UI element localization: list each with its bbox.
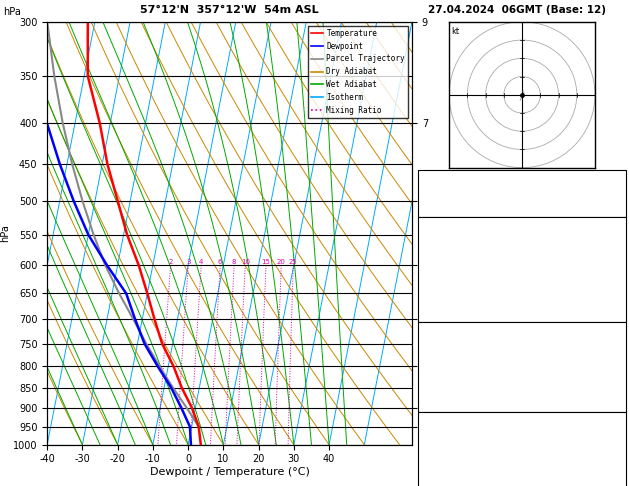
Text: CIN (J): CIN (J) — [421, 309, 449, 317]
Text: 9: 9 — [618, 174, 623, 183]
Text: 10: 10 — [241, 260, 250, 265]
Text: θᴇ(K): θᴇ(K) — [421, 265, 443, 274]
Text: Lifted Index: Lifted Index — [421, 370, 474, 379]
Text: SREH: SREH — [421, 446, 445, 454]
Text: 0: 0 — [618, 294, 623, 303]
Y-axis label: km
ASL: km ASL — [451, 224, 467, 243]
Text: Most Unstable: Most Unstable — [490, 326, 554, 335]
Text: © weatheronline.co.uk: © weatheronline.co.uk — [474, 471, 571, 480]
Text: 3: 3 — [186, 260, 191, 265]
X-axis label: Dewpoint / Temperature (°C): Dewpoint / Temperature (°C) — [150, 467, 309, 477]
Text: Mixing Ratio (g/kg): Mixing Ratio (g/kg) — [438, 215, 447, 294]
Text: 950: 950 — [606, 341, 623, 349]
Text: 15: 15 — [262, 260, 270, 265]
Text: CAPE (J): CAPE (J) — [421, 294, 457, 303]
Text: kt: kt — [451, 27, 459, 36]
Legend: Temperature, Dewpoint, Parcel Trajectory, Dry Adiabat, Wet Adiabat, Isotherm, Mi: Temperature, Dewpoint, Parcel Trajectory… — [308, 26, 408, 118]
Text: hPa: hPa — [3, 7, 21, 17]
Text: 289: 289 — [606, 355, 623, 364]
Text: K: K — [421, 174, 426, 183]
Text: 2: 2 — [618, 446, 623, 454]
Text: 0: 0 — [618, 399, 623, 408]
Text: 1: 1 — [618, 431, 623, 440]
Text: EH: EH — [421, 431, 433, 440]
Text: 3.6: 3.6 — [609, 236, 623, 244]
Text: 0.87: 0.87 — [603, 204, 623, 212]
Text: 287: 287 — [606, 265, 623, 274]
Text: Dewp (°C): Dewp (°C) — [421, 250, 467, 259]
Text: Totals Totals: Totals Totals — [421, 189, 475, 198]
Text: 1: 1 — [618, 475, 623, 484]
Y-axis label: hPa: hPa — [0, 225, 10, 242]
Text: 8: 8 — [618, 279, 623, 288]
Text: 0: 0 — [618, 384, 623, 393]
Text: 46: 46 — [612, 189, 623, 198]
Text: 20: 20 — [277, 260, 286, 265]
Text: Temp (°C): Temp (°C) — [421, 236, 465, 244]
Text: CAPE (J): CAPE (J) — [421, 384, 457, 393]
Text: 4: 4 — [199, 260, 203, 265]
Text: 6: 6 — [618, 370, 623, 379]
Text: 6: 6 — [218, 260, 223, 265]
Text: 2: 2 — [169, 260, 173, 265]
Text: 0: 0 — [618, 309, 623, 317]
Text: PW (cm): PW (cm) — [421, 204, 459, 212]
Text: StmSpd (kt): StmSpd (kt) — [421, 475, 475, 484]
Text: StmDir: StmDir — [421, 460, 452, 469]
Text: 9°: 9° — [613, 460, 623, 469]
Text: CIN (J): CIN (J) — [421, 399, 449, 408]
Text: Lifted Index: Lifted Index — [421, 279, 474, 288]
Text: 8: 8 — [232, 260, 237, 265]
Text: 25: 25 — [289, 260, 298, 265]
Text: Surface: Surface — [504, 221, 540, 230]
Text: Hodograph: Hodograph — [497, 417, 547, 425]
Text: 57°12'N  357°12'W  54m ASL: 57°12'N 357°12'W 54m ASL — [140, 5, 319, 15]
Text: Pressure (mb): Pressure (mb) — [421, 341, 484, 349]
Text: θᴇ (K): θᴇ (K) — [421, 355, 447, 364]
Text: 0.8: 0.8 — [609, 250, 623, 259]
Text: 27.04.2024  06GMT (Base: 12): 27.04.2024 06GMT (Base: 12) — [428, 5, 606, 15]
